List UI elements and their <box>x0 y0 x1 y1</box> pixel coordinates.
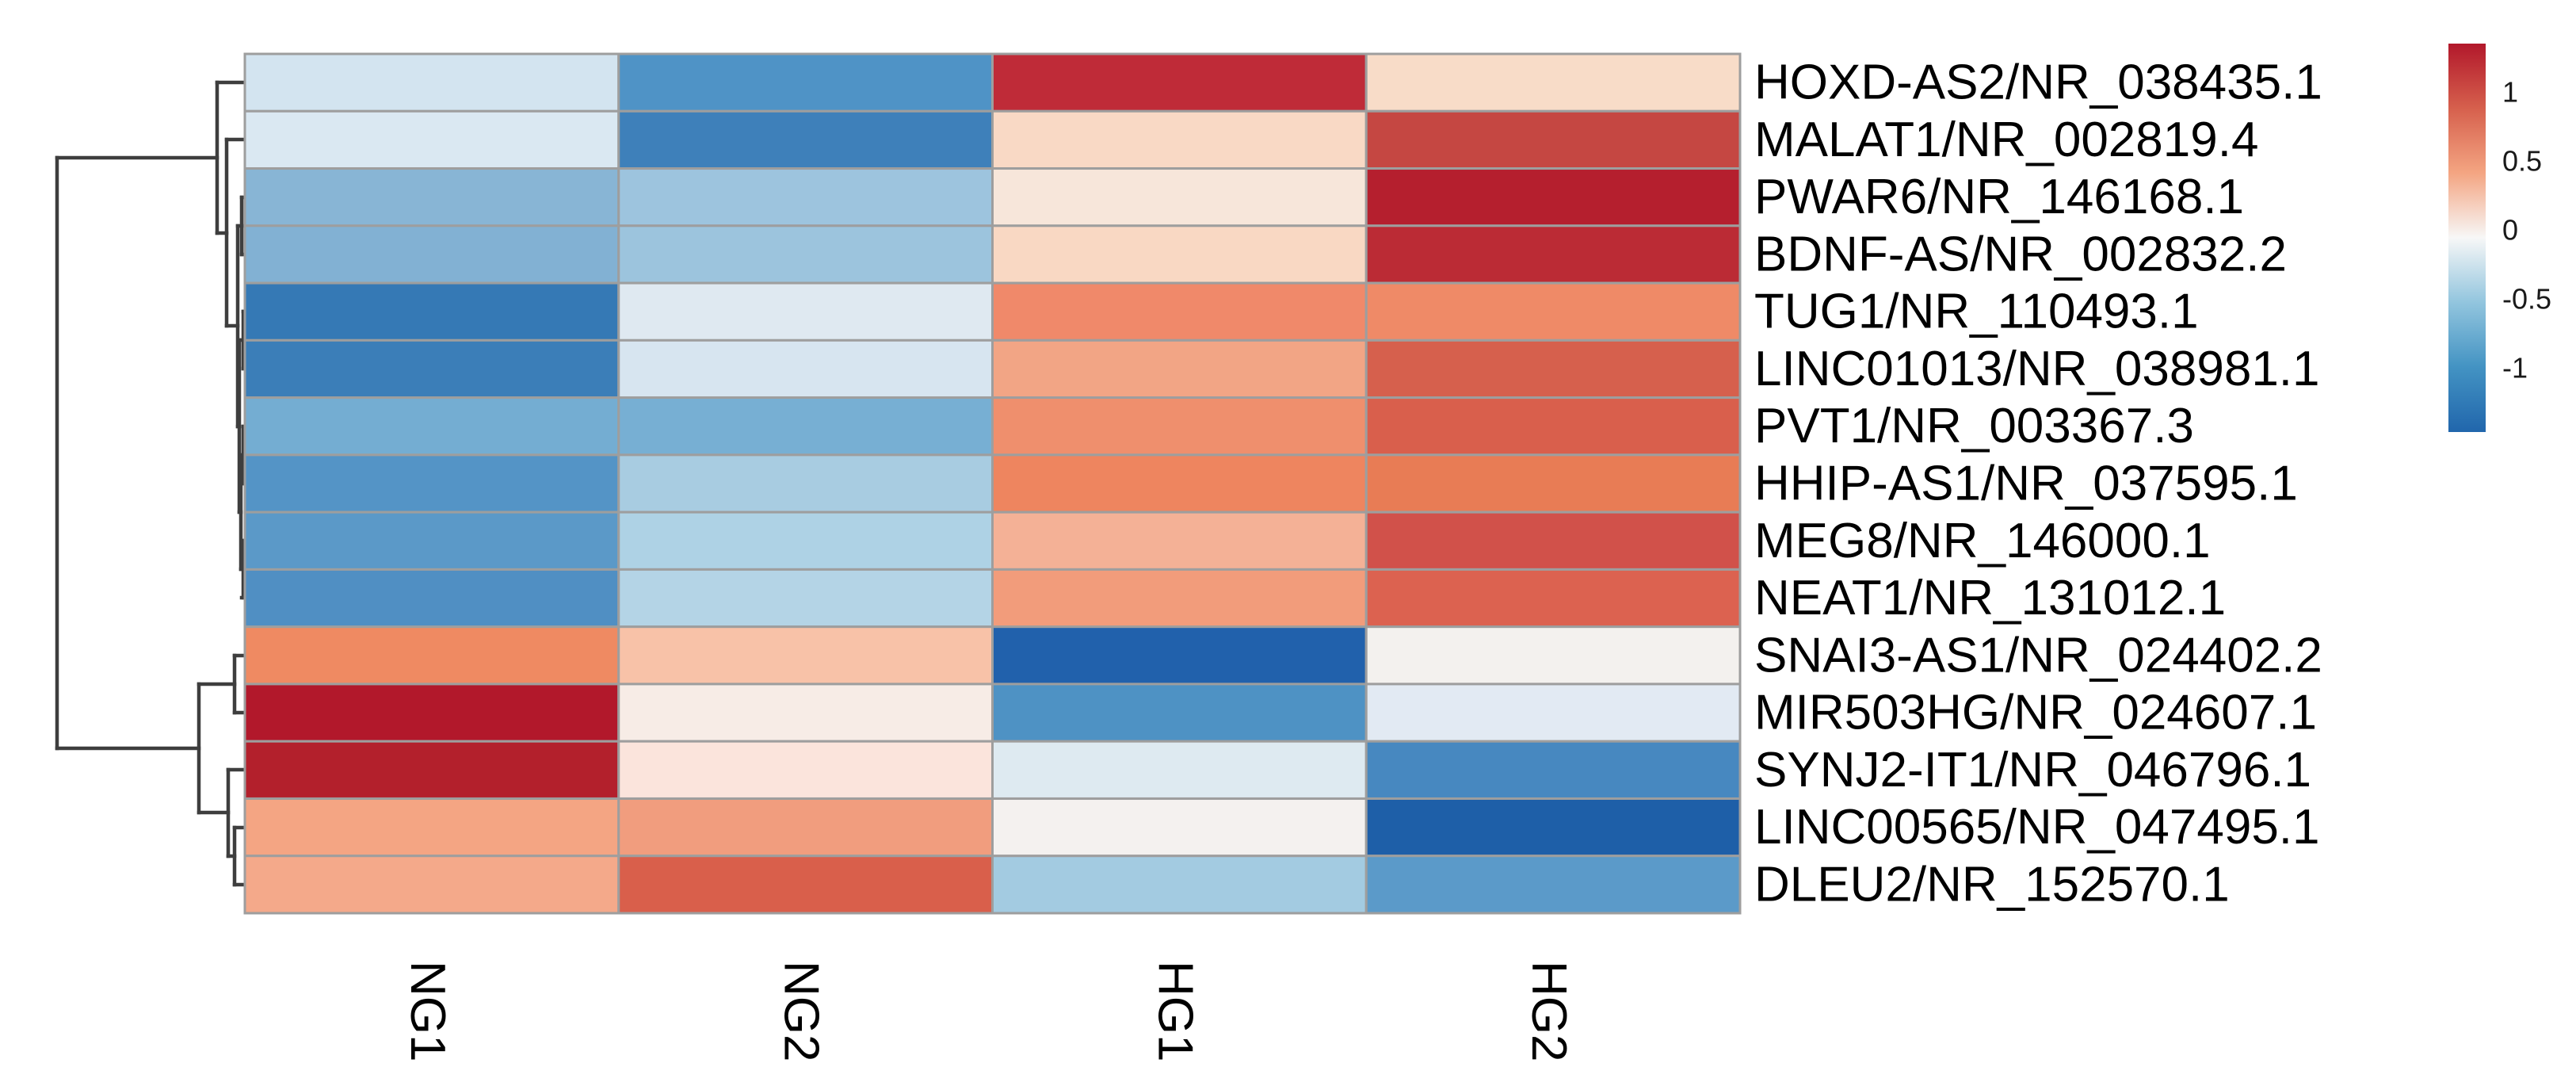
heatmap-cell <box>991 683 1368 743</box>
heatmap-cell <box>617 797 994 858</box>
heatmap-cell <box>243 52 620 113</box>
heatmap-cell <box>991 797 1368 858</box>
legend-tick-label: 1 <box>2502 76 2518 109</box>
row-label: SNAI3-AS1/NR_024402.2 <box>1754 628 2322 683</box>
heatmap-cell <box>617 52 994 113</box>
heatmap-cell <box>1364 109 1742 170</box>
heatmap-cell <box>617 855 994 915</box>
color-legend: 1 0.5 0 -0.5 -1 <box>2448 44 2551 432</box>
heatmap-cell <box>1364 855 1742 915</box>
heatmap-cell <box>617 683 994 743</box>
heatmap-cell <box>617 338 994 400</box>
heatmap-cell <box>617 109 994 170</box>
heatmap-cell <box>991 338 1368 400</box>
column-label: NG1 <box>400 961 455 1061</box>
heatmap-cell <box>1364 510 1742 571</box>
heatmap-cell <box>243 281 620 342</box>
heatmap-cell <box>1364 281 1742 342</box>
heatmap-cell <box>243 109 620 170</box>
row-label: LINC00565/NR_047495.1 <box>1754 800 2320 855</box>
heatmap-cell <box>1364 396 1742 457</box>
heatmap-cell <box>243 167 620 228</box>
heatmap-cell <box>243 396 620 457</box>
heatmap-cell <box>991 740 1368 800</box>
column-label: HG1 <box>1147 961 1202 1061</box>
row-dendrogram <box>55 80 247 887</box>
row-label: HHIP-AS1/NR_037595.1 <box>1754 457 2298 511</box>
heatmap-cell <box>243 740 620 800</box>
heatmap-cell <box>617 453 994 514</box>
heatmap-cell <box>1364 52 1742 113</box>
row-label: TUG1/NR_110493.1 <box>1754 285 2199 339</box>
legend-gradient-bar <box>2448 44 2486 432</box>
heatmap-cell <box>1364 568 1742 629</box>
legend-tick-label: 0 <box>2502 214 2518 247</box>
heatmap-cell <box>991 625 1368 686</box>
row-label: BDNF-AS/NR_002832.2 <box>1754 227 2287 281</box>
heatmap-cell <box>617 167 994 228</box>
heatmap-cell <box>617 224 994 285</box>
heatmap-cell <box>617 625 994 686</box>
heatmap-cell <box>1364 453 1742 514</box>
heatmap-cell <box>617 740 994 800</box>
heatmap-cell <box>617 568 994 629</box>
legend-tick-label: 0.5 <box>2502 145 2542 178</box>
heatmap-cell <box>243 683 620 743</box>
heatmap-cell <box>1364 224 1742 285</box>
column-labels: NG1 NG2 HG1 HG2 <box>400 961 1576 1061</box>
row-labels: HOXD-AS2/NR_038435.1MALAT1/NR_002819.4PW… <box>1754 55 2322 912</box>
heatmap-cell <box>991 396 1368 457</box>
heatmap-cell <box>243 510 620 571</box>
heatmap-cell <box>1364 625 1742 686</box>
heatmap-cell <box>1364 683 1742 743</box>
heatmap-cell <box>991 224 1368 285</box>
heatmap-cell <box>991 453 1368 514</box>
heatmap-cell <box>1364 167 1742 228</box>
row-label: DLEU2/NR_152570.1 <box>1754 857 2230 912</box>
heatmap-cell <box>991 510 1368 571</box>
heatmap-cell <box>991 568 1368 629</box>
heatmap-cell <box>1364 740 1742 800</box>
heatmap-cell <box>243 224 620 285</box>
heatmap-cell <box>991 855 1368 915</box>
row-label: MIR503HG/NR_024607.1 <box>1754 686 2317 740</box>
heatmap-cell <box>617 281 994 342</box>
column-label: HG2 <box>1521 961 1576 1061</box>
heatmap-cell <box>617 396 994 457</box>
row-label: NEAT1/NR_131012.1 <box>1754 571 2226 625</box>
row-label: PVT1/NR_003367.3 <box>1754 399 2194 453</box>
heatmap-cell <box>243 338 620 400</box>
heatmap-cell <box>991 52 1368 113</box>
legend-tick-label: -0.5 <box>2502 283 2551 315</box>
heatmap-cell <box>991 281 1368 342</box>
row-label: SYNJ2-IT1/NR_046796.1 <box>1754 743 2311 797</box>
heatmap-cell <box>243 855 620 915</box>
heatmap-cell <box>243 625 620 686</box>
row-label: LINC01013/NR_038981.1 <box>1754 342 2320 396</box>
heatmap-grid <box>243 52 1742 915</box>
heatmap-cell <box>1364 797 1742 858</box>
row-label: PWAR6/NR_146168.1 <box>1754 170 2244 224</box>
heatmap-cell <box>617 510 994 571</box>
heatmap-cell <box>991 167 1368 228</box>
column-label: NG2 <box>774 961 829 1061</box>
heatmap-cell <box>243 453 620 514</box>
row-label: MEG8/NR_146000.1 <box>1754 514 2211 568</box>
row-label: HOXD-AS2/NR_038435.1 <box>1754 55 2322 110</box>
heatmap-cell <box>243 568 620 629</box>
heatmap-cell <box>243 797 620 858</box>
heatmap-cell <box>1364 338 1742 400</box>
legend-tick-label: -1 <box>2502 352 2528 384</box>
row-label: MALAT1/NR_002819.4 <box>1754 113 2258 167</box>
heatmap-cell <box>991 109 1368 170</box>
